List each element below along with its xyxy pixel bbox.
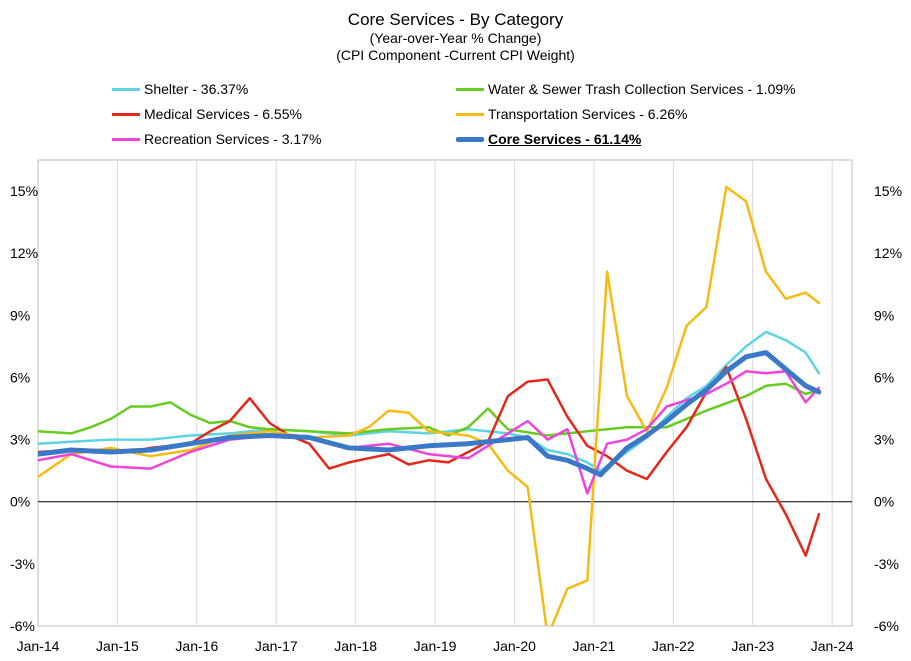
x-tick-label: Jan-16 bbox=[175, 638, 218, 654]
legend-swatch-recreation bbox=[112, 137, 140, 141]
y-tick-label-left: 12% bbox=[10, 245, 38, 261]
legend-swatch-shelter bbox=[112, 87, 140, 91]
y-tick-label-right: 6% bbox=[874, 369, 894, 385]
legend-item-transportation: Transportation Services - 6.26% bbox=[456, 104, 687, 124]
chart-title-block: Core Services - By Category (Year-over-Y… bbox=[0, 10, 911, 64]
x-tick-label: Jan-14 bbox=[17, 638, 60, 654]
axes: Jan-14 Jan-15 Jan-16 Jan-17 Jan-18 Jan-19 Jan-… bbox=[10, 183, 902, 654]
y-tick-label-left: -3% bbox=[10, 556, 35, 572]
y-tick-label-right: -6% bbox=[874, 618, 899, 634]
legend: Shelter - 36.37% Water & Sewer Trash Col… bbox=[0, 0, 911, 160]
grid bbox=[37, 159, 853, 627]
legend-item-core-services: Core Services - 61.14% bbox=[456, 129, 641, 149]
legend-item-water-sewer: Water & Sewer Trash Collection Services … bbox=[456, 79, 796, 99]
x-tick-label: Jan-15 bbox=[96, 638, 139, 654]
y-tick-label-right: 3% bbox=[874, 432, 894, 448]
series-line-shelter bbox=[38, 330, 821, 472]
series-lines bbox=[38, 185, 822, 626]
legend-swatch-core-services bbox=[456, 136, 484, 142]
x-tick-label: Jan-18 bbox=[334, 638, 377, 654]
legend-label-medical: Medical Services - 6.55% bbox=[144, 106, 302, 122]
x-tick-label: Jan-20 bbox=[493, 638, 536, 654]
x-tick-label: Jan-21 bbox=[572, 638, 615, 654]
legend-swatch-water-sewer bbox=[456, 87, 484, 91]
series-line-recreation-services bbox=[38, 370, 821, 495]
plot-frame bbox=[37, 159, 853, 627]
legend-item-medical: Medical Services - 6.55% bbox=[112, 104, 302, 124]
chart-subtitle: (Year-over-Year % Change) bbox=[369, 30, 542, 46]
legend-label-recreation: Recreation Services - 3.17% bbox=[144, 131, 322, 147]
x-tick-label: Jan-24 bbox=[811, 638, 854, 654]
legend-label-shelter: Shelter - 36.37% bbox=[144, 81, 249, 97]
y-tick-label-left: -6% bbox=[10, 618, 35, 634]
y-tick-label-right: 9% bbox=[874, 307, 894, 323]
y-tick-label-right: 15% bbox=[874, 183, 902, 199]
chart-title: Core Services - By Category bbox=[347, 10, 564, 29]
legend-label-water-sewer: Water & Sewer Trash Collection Services … bbox=[488, 81, 796, 97]
legend-label-transportation: Transportation Services - 6.26% bbox=[488, 106, 688, 122]
series-line-water-sewer-trash-collection-services bbox=[38, 382, 821, 437]
y-tick-label-right: 0% bbox=[874, 494, 894, 510]
y-tick-label-right: 12% bbox=[874, 245, 902, 261]
y-tick-label-left: 0% bbox=[10, 494, 30, 510]
x-tick-label: Jan-23 bbox=[731, 638, 774, 654]
series-line-core-services bbox=[38, 350, 822, 478]
y-tick-label-right: -3% bbox=[874, 556, 899, 572]
legend-item-recreation: Recreation Services - 3.17% bbox=[112, 129, 321, 149]
legend-label-core-services: Core Services - 61.14% bbox=[488, 131, 642, 147]
legend-swatch-transportation bbox=[456, 112, 484, 116]
legend-item-shelter: Shelter - 36.37% bbox=[112, 79, 248, 99]
y-tick-label-left: 6% bbox=[10, 369, 30, 385]
y-tick-label-left: 9% bbox=[10, 307, 30, 323]
y-tick-label-left: 3% bbox=[10, 432, 30, 448]
series-line-medical-services bbox=[38, 365, 821, 557]
x-tick-label: Jan-19 bbox=[414, 638, 457, 654]
chart-subtitle-2: (CPI Component -Current CPI Weight) bbox=[336, 47, 575, 63]
y-tick-label-left: 15% bbox=[10, 183, 38, 199]
x-tick-label: Jan-17 bbox=[255, 638, 298, 654]
legend-swatch-medical bbox=[112, 112, 140, 116]
x-tick-label: Jan-22 bbox=[652, 638, 695, 654]
